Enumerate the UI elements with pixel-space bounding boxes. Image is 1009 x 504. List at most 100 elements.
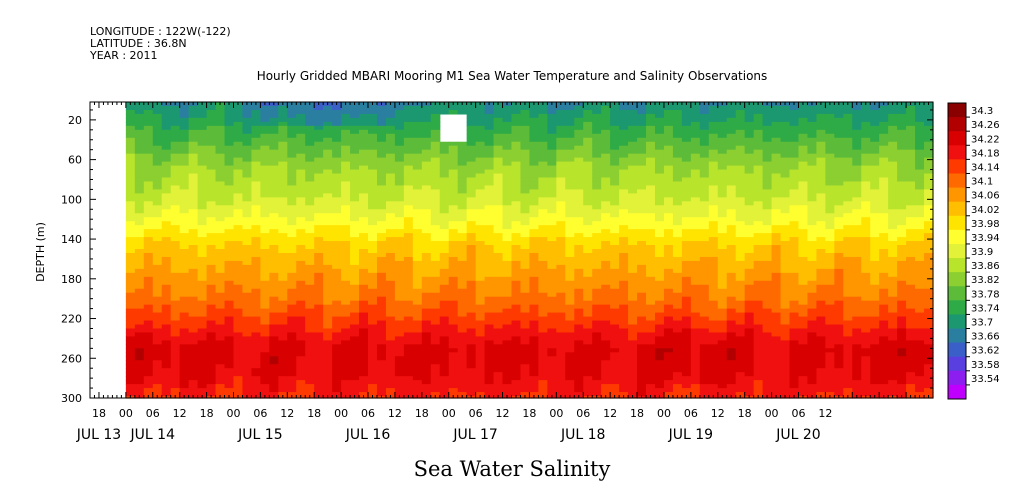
heatmap-cell [412, 304, 423, 310]
heatmap-cell [654, 249, 665, 254]
heatmap-cell [475, 221, 486, 226]
heatmap-cell [583, 205, 593, 210]
heatmap-cell [305, 189, 315, 194]
heatmap-cell [466, 332, 477, 338]
heatmap-cell [242, 225, 253, 230]
heatmap-cell [215, 320, 226, 326]
heatmap-cell [654, 169, 665, 175]
heatmap-cell [637, 109, 647, 115]
heatmap-cell [493, 121, 504, 127]
heatmap-cell [457, 336, 468, 341]
heatmap-cell [170, 177, 181, 183]
heatmap-cell [475, 177, 486, 183]
heatmap-cell [681, 328, 692, 334]
heatmap-cell [403, 113, 414, 119]
heatmap-cell [305, 260, 315, 266]
heatmap-cell [359, 300, 369, 306]
heatmap-cell [672, 312, 683, 318]
heatmap-cell [134, 376, 145, 381]
heatmap-cell [260, 368, 270, 373]
heatmap-cell [314, 312, 324, 318]
heatmap-cell [385, 177, 396, 183]
heatmap-cell [619, 268, 629, 274]
heatmap-cell [520, 129, 531, 135]
heatmap-cell [143, 296, 154, 302]
heatmap-cell [323, 280, 333, 286]
heatmap-cell [448, 328, 459, 334]
heatmap-cell [350, 348, 360, 353]
heatmap-cell [161, 352, 172, 357]
heatmap-cell [206, 252, 217, 258]
heatmap-cell [152, 316, 163, 322]
heatmap-cell [215, 205, 226, 210]
heatmap-cell [332, 260, 342, 266]
heatmap-cell [224, 388, 235, 393]
heatmap-cell [484, 332, 495, 338]
heatmap-cell [511, 392, 522, 397]
heatmap-cell [421, 109, 432, 115]
heatmap-cell [152, 328, 163, 334]
heatmap-cell [628, 233, 638, 238]
heatmap-cell [448, 356, 459, 361]
heatmap-cell [170, 344, 181, 349]
heatmap-cell [637, 260, 647, 266]
heatmap-cell [439, 193, 450, 198]
heatmap-cell [269, 360, 279, 365]
heatmap-cell [556, 185, 566, 191]
heatmap-cell [242, 117, 253, 123]
heatmap-cell [224, 169, 235, 175]
heatmap-cell [143, 117, 154, 123]
heatmap-cell [179, 153, 190, 159]
heatmap-cell [350, 197, 360, 202]
heatmap-cell [188, 344, 199, 349]
heatmap-cell [305, 137, 315, 143]
heatmap-cell [502, 129, 513, 135]
heatmap-cell [287, 284, 297, 290]
heatmap-cell [305, 288, 315, 294]
heatmap-cell [170, 117, 181, 123]
heatmap-cell [592, 169, 602, 175]
heatmap-cell [323, 209, 333, 214]
heatmap-cell [170, 181, 181, 187]
heatmap-cell [385, 360, 396, 365]
heatmap-cell [493, 217, 504, 222]
heatmap-cell [493, 376, 504, 381]
heatmap-cell [448, 264, 459, 270]
heatmap-cell [251, 272, 261, 278]
heatmap-cell [206, 117, 217, 123]
heatmap-cell [592, 280, 602, 286]
heatmap-cell [592, 252, 602, 258]
heatmap-cell [475, 137, 486, 143]
heatmap-cell [538, 360, 548, 365]
heatmap-cell [350, 336, 360, 341]
heatmap-cell [403, 348, 414, 353]
heatmap-cell [448, 241, 459, 246]
heatmap-cell [502, 384, 513, 389]
heatmap-cell [215, 268, 226, 274]
heatmap-cell [161, 185, 172, 191]
heatmap-cell [493, 312, 504, 318]
heatmap-cell [637, 388, 647, 393]
heatmap-cell [583, 169, 593, 175]
heatmap-cell [224, 280, 235, 286]
heatmap-cell [556, 241, 566, 246]
heatmap-cell [278, 157, 288, 163]
heatmap-cell [350, 193, 360, 198]
heatmap-cell [583, 300, 593, 306]
heatmap-cell [493, 296, 504, 302]
heatmap-cell [520, 268, 531, 274]
heatmap-cell [574, 173, 584, 179]
heatmap-cell [125, 268, 136, 274]
heatmap-cell [529, 316, 540, 322]
heatmap-cell [430, 145, 441, 151]
heatmap-cell [305, 384, 315, 389]
heatmap-cell [430, 388, 441, 393]
heatmap-cell [690, 161, 701, 167]
heatmap-cell [699, 364, 710, 369]
heatmap-cell [296, 149, 306, 155]
heatmap-cell [637, 177, 647, 183]
heatmap-cell [672, 340, 683, 345]
heatmap-cell [646, 268, 656, 274]
heatmap-cell [672, 260, 683, 266]
heatmap-cell [646, 185, 656, 191]
